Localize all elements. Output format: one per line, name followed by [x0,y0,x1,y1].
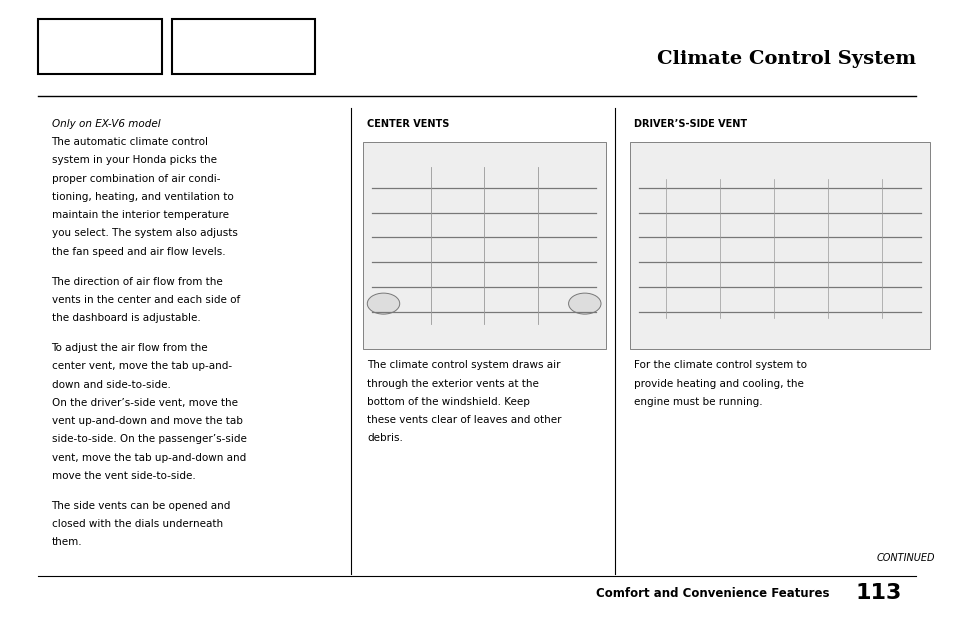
Text: engine must be running.: engine must be running. [634,397,762,407]
Text: vent up-and-down and move the tab: vent up-and-down and move the tab [51,416,242,426]
Circle shape [367,293,399,314]
Text: proper combination of air condi-: proper combination of air condi- [51,174,220,184]
Text: down and side-to-side.: down and side-to-side. [51,379,171,390]
Text: move the vent side-to-side.: move the vent side-to-side. [51,471,195,481]
Text: tioning, heating, and ventilation to: tioning, heating, and ventilation to [51,192,233,202]
Text: vents in the center and each side of: vents in the center and each side of [51,295,239,305]
Text: To adjust the air flow from the: To adjust the air flow from the [51,343,208,353]
Bar [362,142,605,349]
Text: For the climate control system to: For the climate control system to [634,360,806,370]
Text: vent, move the tab up-and-down and: vent, move the tab up-and-down and [51,452,246,463]
Text: through the exterior vents at the: through the exterior vents at the [367,378,538,389]
Text: On the driver’s-side vent, move the: On the driver’s-side vent, move the [51,398,237,408]
Text: system in your Honda picks the: system in your Honda picks the [51,156,216,166]
Text: them.: them. [51,538,82,548]
Text: closed with the dials underneath: closed with the dials underneath [51,519,222,529]
Text: center vent, move the tab up-and-: center vent, move the tab up-and- [51,362,232,371]
Text: CENTER VENTS: CENTER VENTS [367,119,449,129]
Text: the dashboard is adjustable.: the dashboard is adjustable. [51,313,200,323]
Text: The climate control system draws air: The climate control system draws air [367,360,560,370]
Text: the fan speed and air flow levels.: the fan speed and air flow levels. [51,247,225,256]
Text: side-to-side. On the passenger’s-side: side-to-side. On the passenger’s-side [51,434,246,444]
Text: bottom of the windshield. Keep: bottom of the windshield. Keep [367,397,530,407]
Text: Climate Control System: Climate Control System [656,49,915,68]
Text: debris.: debris. [367,433,403,443]
Text: you select. The system also adjusts: you select. The system also adjusts [51,228,237,239]
Text: CONTINUED: CONTINUED [876,553,934,563]
Text: Comfort and Convenience Features: Comfort and Convenience Features [596,586,829,600]
Text: Only on EX-V6 model: Only on EX-V6 model [51,119,160,129]
Text: The automatic climate control: The automatic climate control [51,137,209,147]
Text: provide heating and cooling, the: provide heating and cooling, the [634,378,803,389]
Text: these vents clear of leaves and other: these vents clear of leaves and other [367,415,561,425]
Text: The direction of air flow from the: The direction of air flow from the [51,277,223,287]
Text: maintain the interior temperature: maintain the interior temperature [51,210,229,220]
Circle shape [568,293,600,314]
Bar [629,142,929,349]
Text: The side vents can be opened and: The side vents can be opened and [51,501,231,511]
Bar [172,19,314,74]
Text: DRIVER’S-SIDE VENT: DRIVER’S-SIDE VENT [634,119,747,129]
Text: 113: 113 [854,583,901,603]
Bar [38,19,162,74]
